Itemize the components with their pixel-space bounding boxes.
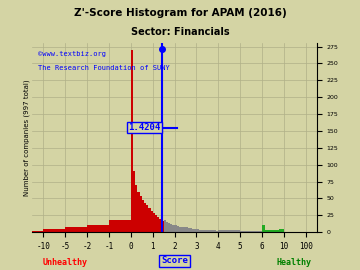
Bar	[185, 227, 188, 232]
Bar	[267, 230, 270, 232]
Text: 1.4204: 1.4204	[129, 123, 161, 132]
Bar	[155, 215, 157, 232]
Bar	[109, 220, 131, 232]
X-axis label: Score: Score	[161, 256, 188, 265]
Bar	[240, 231, 251, 232]
Bar	[181, 227, 183, 232]
Bar	[148, 208, 150, 232]
Bar	[201, 230, 203, 232]
Bar	[194, 229, 197, 232]
Bar	[203, 230, 205, 232]
Bar	[162, 221, 164, 232]
Text: Healthy: Healthy	[277, 258, 312, 267]
Bar	[166, 222, 168, 232]
Bar	[270, 230, 273, 232]
Bar	[214, 230, 216, 232]
Bar	[273, 230, 279, 232]
Bar	[170, 224, 172, 232]
Bar	[279, 229, 284, 232]
Bar	[138, 192, 140, 232]
Bar	[87, 225, 109, 232]
Bar	[207, 230, 210, 232]
Bar	[168, 224, 170, 232]
Bar	[219, 230, 229, 232]
Bar	[190, 228, 192, 232]
Bar	[251, 231, 262, 232]
Y-axis label: Number of companies (997 total): Number of companies (997 total)	[23, 79, 30, 196]
Bar	[216, 231, 219, 232]
Text: Sector: Financials: Sector: Financials	[131, 27, 229, 37]
Bar	[197, 229, 199, 232]
Bar	[177, 226, 179, 232]
Bar	[157, 217, 159, 232]
Bar	[210, 230, 212, 232]
Bar	[43, 229, 65, 232]
Text: ©www.textbiz.org: ©www.textbiz.org	[38, 51, 106, 58]
Text: Unhealthy: Unhealthy	[43, 258, 88, 267]
Bar	[133, 171, 135, 232]
Bar	[150, 211, 153, 232]
Bar	[140, 197, 142, 232]
Bar	[199, 230, 201, 232]
Bar	[205, 230, 207, 232]
Bar	[212, 230, 214, 232]
Bar	[153, 213, 155, 232]
Bar	[183, 227, 185, 232]
Bar	[159, 219, 162, 232]
Bar	[262, 225, 265, 232]
Bar	[146, 205, 148, 232]
Bar	[142, 200, 144, 232]
Bar	[192, 229, 194, 232]
Text: Z'-Score Histogram for APAM (2016): Z'-Score Histogram for APAM (2016)	[74, 8, 286, 18]
Bar	[164, 220, 166, 232]
Text: The Research Foundation of SUNY: The Research Foundation of SUNY	[38, 65, 170, 71]
Bar	[265, 230, 267, 232]
Bar	[30, 231, 43, 232]
Bar	[229, 230, 240, 232]
Bar	[135, 185, 138, 232]
Bar	[179, 227, 181, 232]
Bar	[172, 225, 175, 232]
Bar	[188, 228, 190, 232]
Bar	[175, 225, 177, 232]
Bar	[144, 202, 146, 232]
Bar	[65, 227, 87, 232]
Bar	[131, 50, 133, 232]
